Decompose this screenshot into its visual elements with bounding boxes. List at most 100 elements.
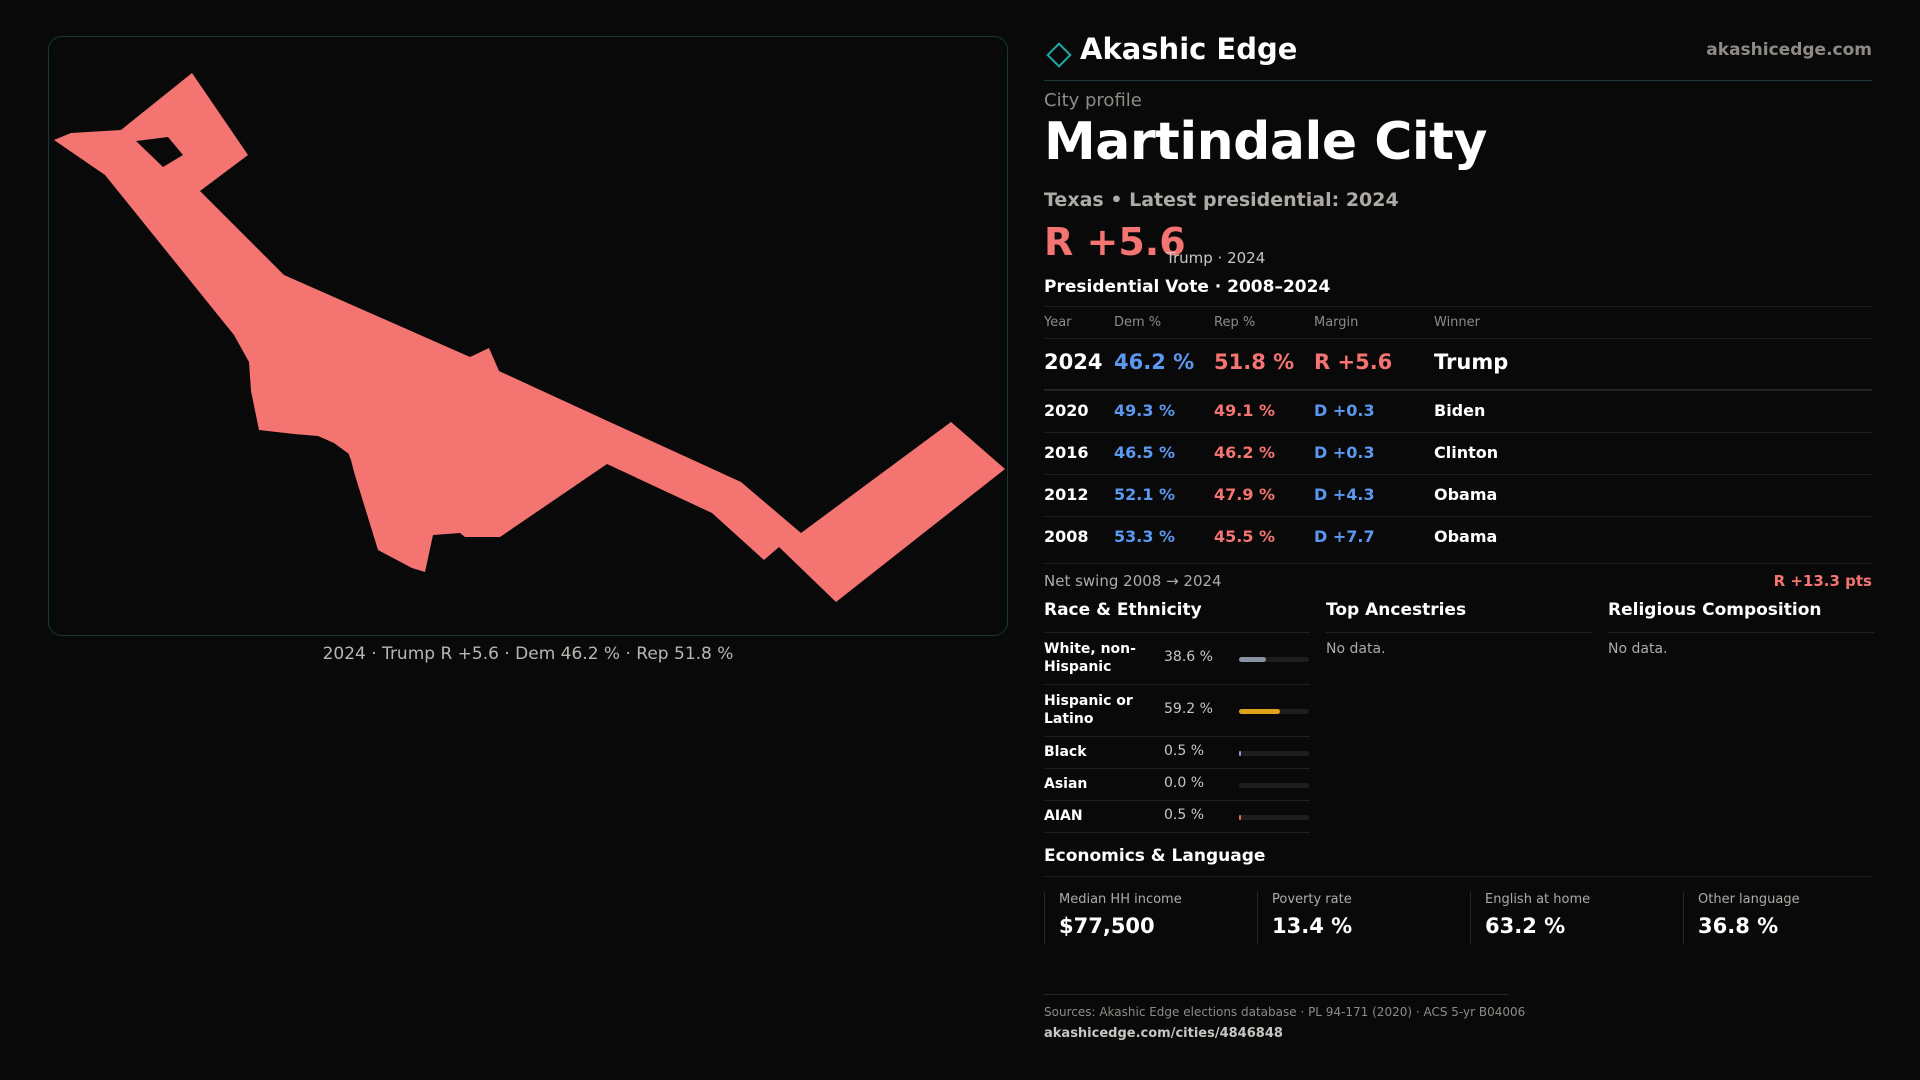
race-bar-fill xyxy=(1239,709,1281,714)
stat-value: 63.2 % xyxy=(1485,914,1566,938)
vote-section-title: Presidential Vote · 2008–2024 xyxy=(1044,277,1331,297)
race-pct: 0.5 % xyxy=(1164,807,1205,823)
winner-cell: Obama xyxy=(1434,527,1498,546)
race-row-white: White, non-Hispanic 38.6 % xyxy=(1044,633,1310,685)
race-section: Race & Ethnicity White, non-Hispanic 38.… xyxy=(1044,600,1310,833)
margin-cell: D +7.7 xyxy=(1314,527,1375,546)
winner-cell: Obama xyxy=(1434,485,1498,504)
year-cell: 2024 xyxy=(1044,350,1103,374)
vote-row-2016: 2016 46.5 % 46.2 % D +0.3 Clinton xyxy=(1044,432,1872,474)
year-cell: 2008 xyxy=(1044,527,1089,546)
race-section-title: Race & Ethnicity xyxy=(1044,600,1310,633)
religion-section: Religious Composition No data. xyxy=(1608,600,1874,657)
race-row-aian: AIAN 0.5 % xyxy=(1044,801,1310,833)
net-swing-row: Net swing 2008 → 2024 R +13.3 pts xyxy=(1044,563,1872,594)
ancestries-section: Top Ancestries No data. xyxy=(1326,600,1592,657)
race-row-asian: Asian 0.0 % xyxy=(1044,769,1310,801)
stat-median-income: Median HH income $77,500 xyxy=(1044,892,1244,944)
race-label: Black xyxy=(1044,744,1087,760)
net-swing-label: Net swing 2008 → 2024 xyxy=(1044,572,1222,590)
vote-row-2020: 2020 49.3 % 49.1 % D +0.3 Biden xyxy=(1044,390,1872,432)
stat-value: 13.4 % xyxy=(1272,914,1353,938)
header-year: Year xyxy=(1044,315,1072,330)
stat-other-language: Other language 36.8 % xyxy=(1683,892,1883,944)
race-label: Asian xyxy=(1044,776,1088,792)
vote-row-2024: 2024 46.2 % 51.8 % R +5.6 Trump xyxy=(1044,338,1872,390)
brand-name: Akashic Edge xyxy=(1080,32,1298,66)
net-swing-value: R +13.3 pts xyxy=(1773,572,1872,590)
ancestries-section-title: Top Ancestries xyxy=(1326,600,1592,633)
vote-table: Year Dem % Rep % Margin Winner 2024 46.2… xyxy=(1044,306,1872,558)
rep-cell: 47.9 % xyxy=(1214,485,1276,504)
race-pct: 38.6 % xyxy=(1164,649,1213,665)
headline-winner: Trump · 2024 xyxy=(1166,249,1266,267)
rep-cell: 51.8 % xyxy=(1214,350,1295,374)
margin-cell: D +0.3 xyxy=(1314,401,1375,420)
race-bar-fill xyxy=(1239,657,1267,662)
dem-cell: 52.1 % xyxy=(1114,485,1176,504)
stat-poverty-rate: Poverty rate 13.4 % xyxy=(1257,892,1457,944)
religion-section-title: Religious Composition xyxy=(1608,600,1874,633)
race-bar-track xyxy=(1239,709,1309,714)
race-row-black: Black 0.5 % xyxy=(1044,737,1310,769)
brand-url-link[interactable]: akashicedge.com xyxy=(1706,40,1872,60)
stat-value: 36.8 % xyxy=(1698,914,1779,938)
race-bar-fill xyxy=(1239,815,1241,820)
sources-text: Sources: Akashic Edge elections database… xyxy=(1044,1005,1526,1019)
page-url-link[interactable]: akashicedge.com/cities/4846848 xyxy=(1044,1026,1283,1041)
stat-label: Other language xyxy=(1698,892,1800,907)
race-label: AIAN xyxy=(1044,808,1083,824)
headline-margin: R +5.6 xyxy=(1044,220,1186,264)
race-bar-track xyxy=(1239,657,1309,662)
dem-cell: 49.3 % xyxy=(1114,401,1176,420)
brand-header: Akashic Edge akashicedge.com xyxy=(1044,30,1872,81)
stat-label: Poverty rate xyxy=(1272,892,1352,907)
economics-section-title: Economics & Language xyxy=(1044,846,1872,877)
year-cell: 2020 xyxy=(1044,401,1089,420)
dem-cell: 53.3 % xyxy=(1114,527,1176,546)
race-bar-track xyxy=(1239,783,1309,788)
page-title: Martindale City xyxy=(1044,112,1487,172)
stat-label: English at home xyxy=(1485,892,1591,907)
race-label: White, non-Hispanic xyxy=(1044,641,1136,675)
footer-divider xyxy=(1044,994,1508,995)
city-boundary-shape[interactable] xyxy=(54,73,1005,602)
rep-cell: 46.2 % xyxy=(1214,443,1276,462)
ancestries-empty-text: No data. xyxy=(1326,641,1386,657)
header-margin: Margin xyxy=(1314,315,1359,330)
city-boundary-map xyxy=(54,73,1005,602)
margin-cell: D +4.3 xyxy=(1314,485,1375,504)
stat-value: $77,500 xyxy=(1059,914,1155,938)
diamond-logo-icon xyxy=(1046,42,1072,68)
race-pct: 0.0 % xyxy=(1164,775,1205,791)
vote-row-2008: 2008 53.3 % 45.5 % D +7.7 Obama xyxy=(1044,516,1872,558)
race-pct: 59.2 % xyxy=(1164,701,1213,717)
dem-cell: 46.5 % xyxy=(1114,443,1176,462)
winner-cell: Trump xyxy=(1434,350,1509,374)
religion-empty-text: No data. xyxy=(1608,641,1668,657)
margin-cell: R +5.6 xyxy=(1314,350,1393,374)
state-line: Texas • Latest presidential: 2024 xyxy=(1044,189,1399,211)
dem-cell: 46.2 % xyxy=(1114,350,1195,374)
race-label: Hispanic or Latino xyxy=(1044,693,1133,727)
year-cell: 2012 xyxy=(1044,485,1089,504)
stat-label: Median HH income xyxy=(1059,892,1182,907)
race-pct: 0.5 % xyxy=(1164,743,1205,759)
rep-cell: 49.1 % xyxy=(1214,401,1276,420)
rep-cell: 45.5 % xyxy=(1214,527,1276,546)
header-winner: Winner xyxy=(1434,315,1481,330)
header-dem: Dem % xyxy=(1114,315,1162,330)
margin-cell: D +0.3 xyxy=(1314,443,1375,462)
stat-english-at-home: English at home 63.2 % xyxy=(1470,892,1670,944)
map-panel[interactable] xyxy=(48,36,1008,636)
winner-cell: Clinton xyxy=(1434,443,1499,462)
vote-row-2012: 2012 52.1 % 47.9 % D +4.3 Obama xyxy=(1044,474,1872,516)
header-rep: Rep % xyxy=(1214,315,1256,330)
year-cell: 2016 xyxy=(1044,443,1089,462)
race-bar-track xyxy=(1239,815,1309,820)
page-kicker: City profile xyxy=(1044,90,1142,111)
winner-cell: Biden xyxy=(1434,401,1486,420)
map-caption: 2024 · Trump R +5.6 · Dem 46.2 % · Rep 5… xyxy=(322,644,734,664)
race-bar-track xyxy=(1239,751,1309,756)
race-bar-fill xyxy=(1239,751,1241,756)
